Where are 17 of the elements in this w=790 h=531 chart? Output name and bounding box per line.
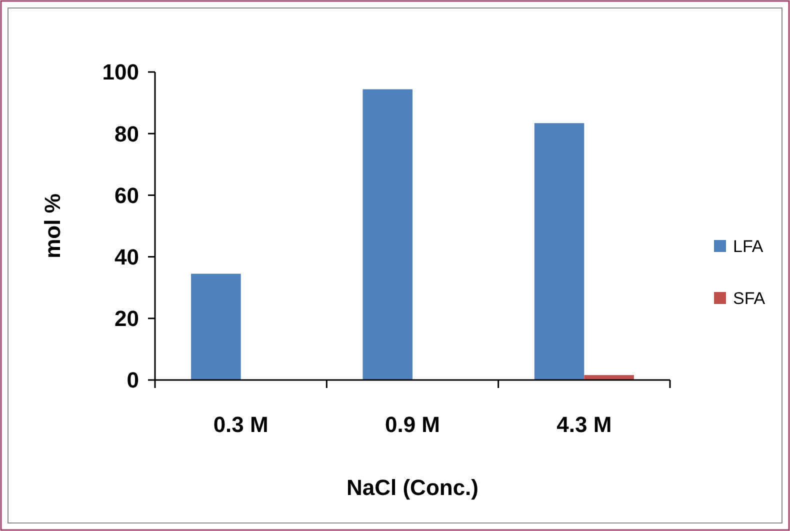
x-axis-title: NaCl (Conc.) (346, 475, 478, 500)
x-tick-label: 0.9 M (384, 412, 440, 437)
y-tick-label: 60 (114, 182, 139, 208)
y-tick-label: 80 (114, 121, 139, 146)
y-tick-label: 0 (126, 368, 139, 393)
y-axis-title: mol % (40, 194, 65, 258)
bar (534, 123, 584, 380)
x-tick-label: 4.3 M (556, 412, 612, 437)
legend-label: SFA (733, 288, 766, 308)
y-tick-label: 40 (114, 244, 139, 270)
bar (191, 274, 241, 380)
y-tick-label: 100 (102, 60, 139, 85)
bar (362, 89, 412, 380)
legend-label: LFA (733, 236, 764, 256)
bar (584, 375, 634, 380)
y-tick-label: 20 (114, 306, 139, 332)
x-tick-label: 0.3 M (213, 412, 268, 437)
